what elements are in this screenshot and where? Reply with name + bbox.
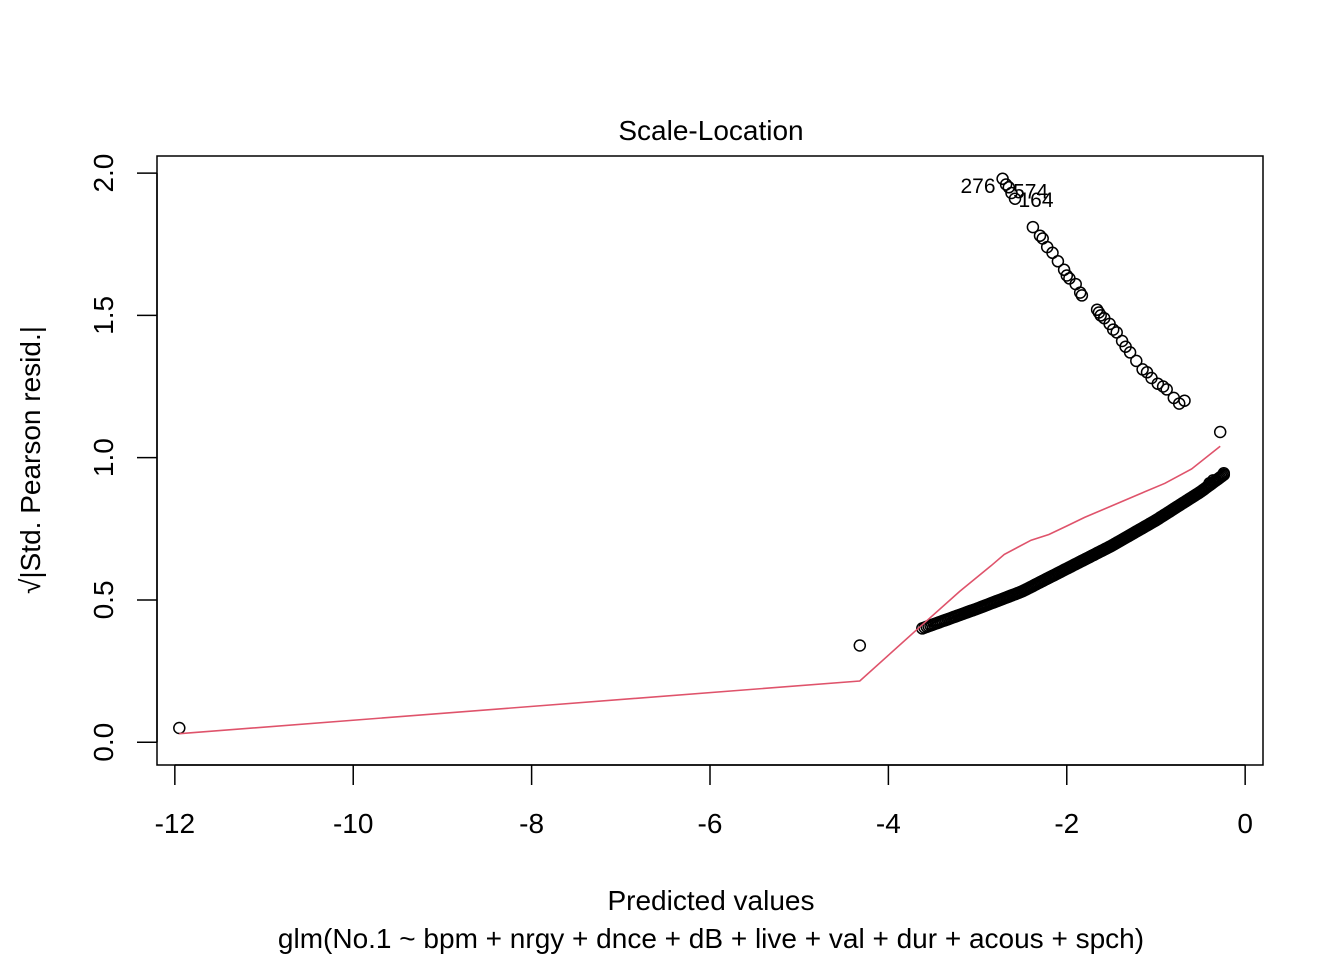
data-point	[1008, 192, 1022, 205]
smooth-line	[179, 445, 1221, 735]
data-point	[853, 639, 867, 652]
plot-frame	[156, 155, 1264, 766]
x-tick-label: -12	[155, 808, 195, 839]
data-point	[1213, 425, 1227, 439]
data-point	[1206, 474, 1220, 487]
y-tick-label: 0.5	[88, 580, 119, 619]
y-axis: 0.0 0.5 1.0 1.5 2.0	[88, 154, 158, 762]
x-axis-subtitle: glm(No.1 ~ bpm + nrgy + dnce + dB + live…	[278, 923, 1144, 954]
data-point	[1123, 346, 1137, 359]
point-label: 276	[961, 175, 996, 198]
data-point	[1160, 383, 1173, 396]
data-point	[1033, 229, 1047, 242]
x-tick-label: -4	[876, 808, 901, 839]
data-point	[1075, 289, 1089, 302]
y-tick-label: 2.0	[88, 154, 119, 193]
data-point	[1094, 309, 1107, 322]
y-axis-label: √|Std. Pearson resid.|	[15, 326, 46, 594]
point-label: 574	[1013, 180, 1048, 203]
data-point	[173, 721, 186, 735]
data-point	[1051, 255, 1065, 268]
y-tick-label: 1.0	[88, 438, 119, 477]
x-tick-label: -8	[519, 808, 544, 839]
x-axis-label: Predicted values	[607, 885, 814, 916]
data-point	[1106, 323, 1120, 336]
data-point	[1130, 354, 1143, 368]
x-tick-label: -2	[1054, 808, 1079, 839]
x-tick-label: 0	[1237, 808, 1253, 839]
data-point	[1002, 181, 1016, 194]
x-axis: -12 -10 -8 -6 -4 -2 0	[155, 764, 1253, 839]
x-tick-label: -6	[698, 808, 723, 839]
data-point	[1026, 220, 1040, 234]
data-point	[1178, 394, 1191, 407]
data-point	[1203, 477, 1216, 490]
point-label: 164	[1018, 189, 1053, 212]
chart-title: Scale-Location	[618, 115, 803, 146]
data-point	[1217, 467, 1231, 480]
y-tick-label: 0.0	[88, 723, 119, 762]
y-tick-label: 1.5	[88, 296, 119, 335]
data-point	[1215, 470, 1228, 483]
data-points	[173, 172, 1231, 735]
data-point	[1073, 286, 1087, 299]
data-point	[1156, 380, 1170, 393]
x-tick-label: -10	[333, 808, 373, 839]
data-point	[1060, 269, 1074, 282]
